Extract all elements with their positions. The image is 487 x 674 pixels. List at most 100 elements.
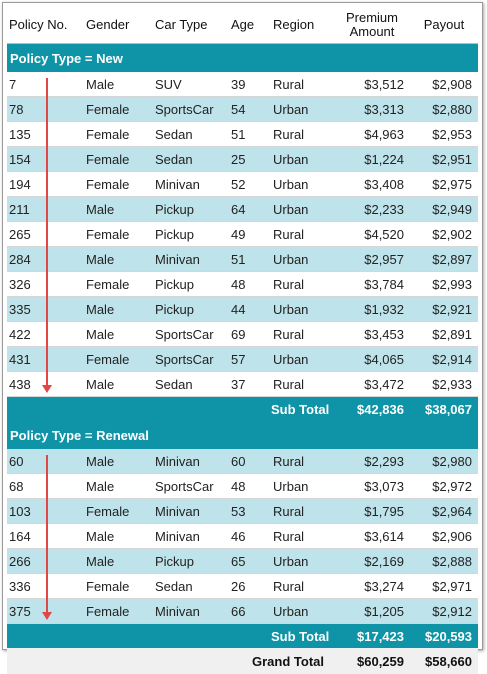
gender-cell: Female	[84, 499, 153, 524]
column-header-region[interactable]: Region	[271, 7, 334, 44]
age-cell: 53	[229, 499, 271, 524]
payout-cell: $2,908	[410, 72, 478, 97]
region-cell: Rural	[271, 322, 334, 347]
payout-cell: $2,912	[410, 599, 478, 624]
region-cell: Urban	[271, 197, 334, 222]
column-header-gender[interactable]: Gender	[84, 7, 153, 44]
region-cell: Urban	[271, 347, 334, 372]
premium-amount-cell: $4,963	[334, 122, 410, 147]
premium-amount-cell: $3,408	[334, 172, 410, 197]
group-header-label: Policy Type = Renewal	[7, 421, 478, 449]
gender-cell: Female	[84, 147, 153, 172]
region-cell: Urban	[271, 297, 334, 322]
car-type-cell: Pickup	[153, 272, 229, 297]
down-arrow-icon	[46, 455, 48, 613]
payout-cell: $2,951	[410, 147, 478, 172]
premium-amount-cell: $3,614	[334, 524, 410, 549]
car-type-cell: Sedan	[153, 147, 229, 172]
gender-cell: Male	[84, 449, 153, 474]
region-cell: Urban	[271, 172, 334, 197]
payout-cell: $2,921	[410, 297, 478, 322]
group-header[interactable]: Policy Type = Renewal	[7, 421, 478, 449]
age-cell: 54	[229, 97, 271, 122]
region-cell: Urban	[271, 247, 334, 272]
gender-cell: Female	[84, 574, 153, 599]
column-header-payout[interactable]: Payout	[410, 7, 478, 44]
car-type-cell: Pickup	[153, 222, 229, 247]
gender-cell: Female	[84, 599, 153, 624]
region-cell: Rural	[271, 524, 334, 549]
gender-cell: Female	[84, 222, 153, 247]
subtotal-row: Sub Total$17,423$20,593	[7, 624, 478, 649]
grand-total-spacer	[7, 648, 229, 674]
age-cell: 51	[229, 122, 271, 147]
column-header-car-type[interactable]: Car Type	[153, 7, 229, 44]
gender-cell: Male	[84, 197, 153, 222]
premium-amount-cell: $2,957	[334, 247, 410, 272]
car-type-cell: Minivan	[153, 599, 229, 624]
group-header[interactable]: Policy Type = New	[7, 44, 478, 73]
payout-cell: $2,880	[410, 97, 478, 122]
payout-cell: $2,953	[410, 122, 478, 147]
payout-cell: $2,971	[410, 574, 478, 599]
age-cell: 44	[229, 297, 271, 322]
column-header-policy-no[interactable]: Policy No.	[7, 7, 84, 44]
premium-amount-cell: $4,065	[334, 347, 410, 372]
car-type-cell: Sedan	[153, 122, 229, 147]
age-cell: 69	[229, 322, 271, 347]
grand-total-payout: $58,660	[410, 648, 478, 674]
car-type-cell: Sedan	[153, 574, 229, 599]
column-header-premium-amount[interactable]: Premium Amount	[334, 7, 410, 44]
region-cell: Rural	[271, 272, 334, 297]
header-row: Policy No. Gender Car Type Age Region Pr…	[7, 7, 478, 44]
premium-amount-cell: $3,274	[334, 574, 410, 599]
premium-amount-cell: $3,313	[334, 97, 410, 122]
gender-cell: Female	[84, 172, 153, 197]
subtotal-spacer	[7, 624, 271, 649]
age-cell: 48	[229, 474, 271, 499]
subtotal-payout: $20,593	[410, 624, 478, 649]
car-type-cell: SportsCar	[153, 347, 229, 372]
gender-cell: Female	[84, 122, 153, 147]
region-cell: Urban	[271, 97, 334, 122]
subtotal-label: Sub Total	[271, 397, 334, 422]
payout-cell: $2,993	[410, 272, 478, 297]
age-cell: 25	[229, 147, 271, 172]
gender-cell: Male	[84, 549, 153, 574]
column-header-age[interactable]: Age	[229, 7, 271, 44]
grand-total-label: Grand Total	[229, 648, 334, 674]
region-cell: Urban	[271, 549, 334, 574]
subtotal-row: Sub Total$42,836$38,067	[7, 397, 478, 422]
subtotal-spacer	[7, 397, 271, 422]
age-cell: 64	[229, 197, 271, 222]
region-cell: Rural	[271, 372, 334, 397]
car-type-cell: SportsCar	[153, 322, 229, 347]
premium-amount-cell: $1,932	[334, 297, 410, 322]
region-cell: Rural	[271, 574, 334, 599]
premium-amount-cell: $4,520	[334, 222, 410, 247]
car-type-cell: Minivan	[153, 524, 229, 549]
gender-cell: Female	[84, 272, 153, 297]
region-cell: Urban	[271, 147, 334, 172]
region-cell: Urban	[271, 599, 334, 624]
